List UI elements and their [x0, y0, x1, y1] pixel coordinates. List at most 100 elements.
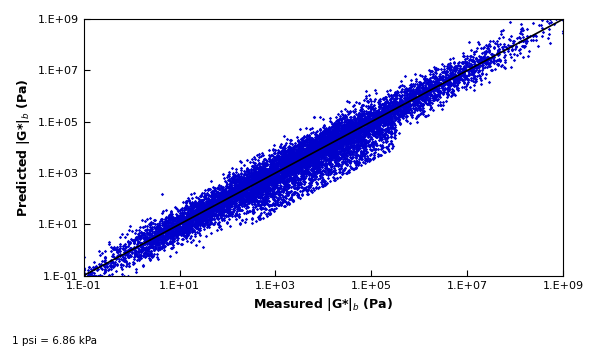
Point [87, 269, 97, 274]
Point [320, 140, 330, 146]
Point [214, 205, 223, 210]
Point [392, 92, 401, 97]
Point [167, 240, 176, 246]
Point [205, 203, 214, 208]
Point [326, 119, 336, 125]
Point [332, 135, 342, 141]
Point [300, 142, 310, 147]
Point [445, 75, 455, 81]
Point [344, 129, 353, 135]
Point [276, 177, 286, 183]
Point [294, 164, 303, 170]
Point [360, 128, 370, 134]
Point [283, 169, 292, 174]
Point [383, 110, 393, 116]
Point [165, 231, 174, 237]
Point [320, 140, 330, 146]
Point [377, 145, 386, 151]
Point [401, 104, 410, 109]
Point [273, 162, 282, 167]
Point [267, 168, 276, 173]
Point [189, 212, 199, 218]
Point [474, 42, 484, 47]
Point [297, 170, 307, 176]
Point [376, 117, 385, 123]
Point [202, 224, 212, 230]
Point [449, 55, 458, 61]
Point [330, 144, 340, 150]
Point [355, 117, 364, 122]
Point [188, 213, 198, 218]
Point [329, 140, 339, 146]
Point [368, 117, 378, 122]
Point [308, 150, 317, 155]
Point [340, 106, 350, 112]
Point [390, 128, 400, 134]
Point [248, 210, 258, 216]
Point [152, 235, 162, 240]
Point [180, 221, 189, 227]
Point [142, 252, 152, 257]
Point [195, 211, 205, 217]
Point [362, 125, 371, 131]
Point [417, 103, 426, 108]
Point [357, 117, 367, 122]
Point [332, 120, 342, 126]
Point [262, 181, 272, 187]
Point [243, 195, 252, 201]
Point [254, 191, 264, 196]
Point [202, 201, 211, 207]
Point [294, 149, 304, 154]
Point [420, 77, 430, 82]
Point [190, 222, 200, 228]
Point [243, 190, 253, 195]
Point [374, 121, 383, 127]
Point [301, 125, 310, 131]
Point [500, 59, 510, 65]
Point [137, 248, 147, 254]
Point [291, 164, 301, 170]
Point [270, 179, 279, 185]
Point [559, 16, 568, 22]
Point [264, 181, 273, 187]
Point [196, 193, 206, 199]
Point [186, 207, 195, 212]
Point [178, 215, 187, 220]
Point [302, 159, 312, 165]
Point [204, 216, 213, 222]
Point [322, 148, 331, 154]
Point [116, 262, 126, 267]
Point [319, 141, 329, 147]
Point [438, 81, 448, 87]
Point [279, 194, 288, 200]
Point [251, 187, 261, 193]
Point [458, 69, 468, 74]
Point [265, 211, 274, 216]
Point [316, 131, 326, 137]
Point [421, 81, 431, 86]
Point [265, 176, 274, 181]
Point [253, 182, 263, 188]
Point [359, 134, 369, 140]
Point [184, 214, 193, 219]
Point [222, 220, 232, 226]
Point [289, 178, 298, 184]
Point [471, 61, 480, 66]
Point [337, 125, 347, 130]
Point [181, 221, 190, 226]
Point [354, 136, 364, 141]
Point [207, 193, 217, 199]
Point [271, 174, 280, 179]
Point [344, 136, 353, 142]
Point [190, 232, 199, 237]
Point [265, 178, 274, 183]
Point [328, 142, 337, 148]
Point [291, 153, 301, 158]
Point [260, 183, 270, 188]
Point [299, 160, 308, 165]
Point [419, 89, 428, 95]
Point [278, 199, 288, 205]
Point [279, 180, 289, 185]
Point [124, 248, 134, 254]
Point [332, 137, 342, 143]
